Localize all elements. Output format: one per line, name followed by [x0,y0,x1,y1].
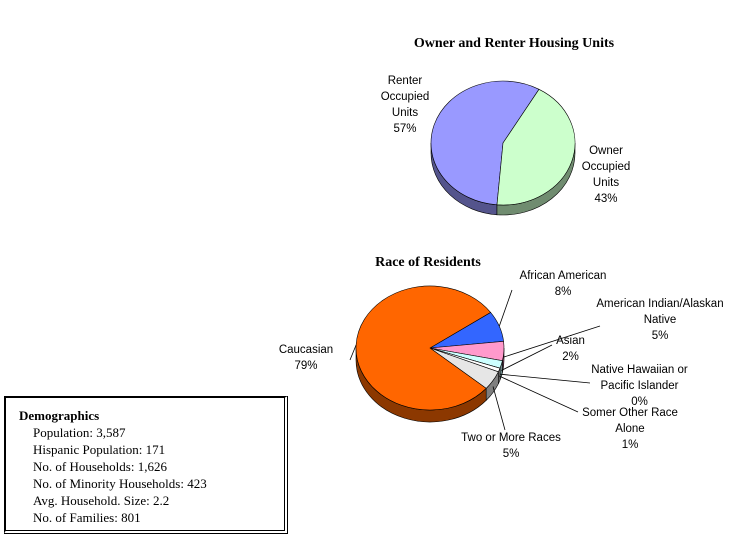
slice-label: Somer Other Race Alone 1% [575,405,685,453]
slice-label-value: 0% [631,396,648,408]
slice-label: Renter Occupied Units 57% [370,73,440,137]
leader-line [499,373,591,384]
slice [496,88,576,206]
demographics-title: Demographics [19,408,100,423]
slice-label-name: Somer Other Race Alone [582,407,678,435]
slice-label-name: Asian [556,335,585,347]
slice-label-value: 43% [594,193,618,205]
slice-label-name: African American [519,270,607,282]
slice-label-value: 8% [554,286,572,298]
slice-label-value: 5% [502,448,520,460]
slice-label-name: Caucasian [278,344,334,356]
slice-label: Two or More Races 5% [446,430,576,462]
leader-line [499,375,579,413]
demographics-item: No. of Families: 801 [33,510,141,525]
slice-label-name: Renter Occupied Units [380,75,430,119]
slice-label-value: 1% [621,439,639,451]
demographics-item: Population: 3,587 [33,425,126,440]
demographics-item: No. of Minority Households: 423 [33,476,207,491]
slice-label-name: American Indian/Alaskan Native [596,298,724,326]
slice-label: Asian 2% [548,333,593,365]
demographics-item: No. of Households: 1,626 [33,459,167,474]
slice-label-name: Two or More Races [461,432,561,444]
leader-line [492,386,506,431]
slice-label-value: 79% [294,360,318,372]
demographics-item: Hispanic Population: 171 [33,442,166,457]
leader-line [503,325,601,358]
slice-label-value: 2% [562,351,579,363]
chart-title: Race of Residents [375,255,481,270]
slice-label: African American 8% [508,268,618,300]
slice-label: American Indian/Alaskan Native 5% [595,296,725,344]
slice [430,80,540,206]
slice-label: Caucasian 79% [266,342,346,374]
slice-label-name: Owner Occupied Units [581,145,631,189]
demographics-list: Population: 3,587 Hispanic Population: 17… [6,424,284,526]
slice-label-value: 5% [651,330,669,342]
slice-label: Owner Occupied Units 43% [571,143,641,207]
demographics-item: Avg. Household. Size: 2.2 [33,493,170,508]
chart-title: Owner and Renter Housing Units [414,36,615,51]
slice-label-value: 57% [393,123,417,135]
slice-label: Native Hawaiian or Pacific Islander 0% [582,362,697,410]
demographics-box: Demographics Population: 3,587 Hispanic P… [4,396,288,534]
leader-line [501,344,553,371]
leader-line [349,344,357,361]
slice-label-name: Native Hawaiian or Pacific Islander [591,364,688,392]
leader-line [498,289,513,327]
